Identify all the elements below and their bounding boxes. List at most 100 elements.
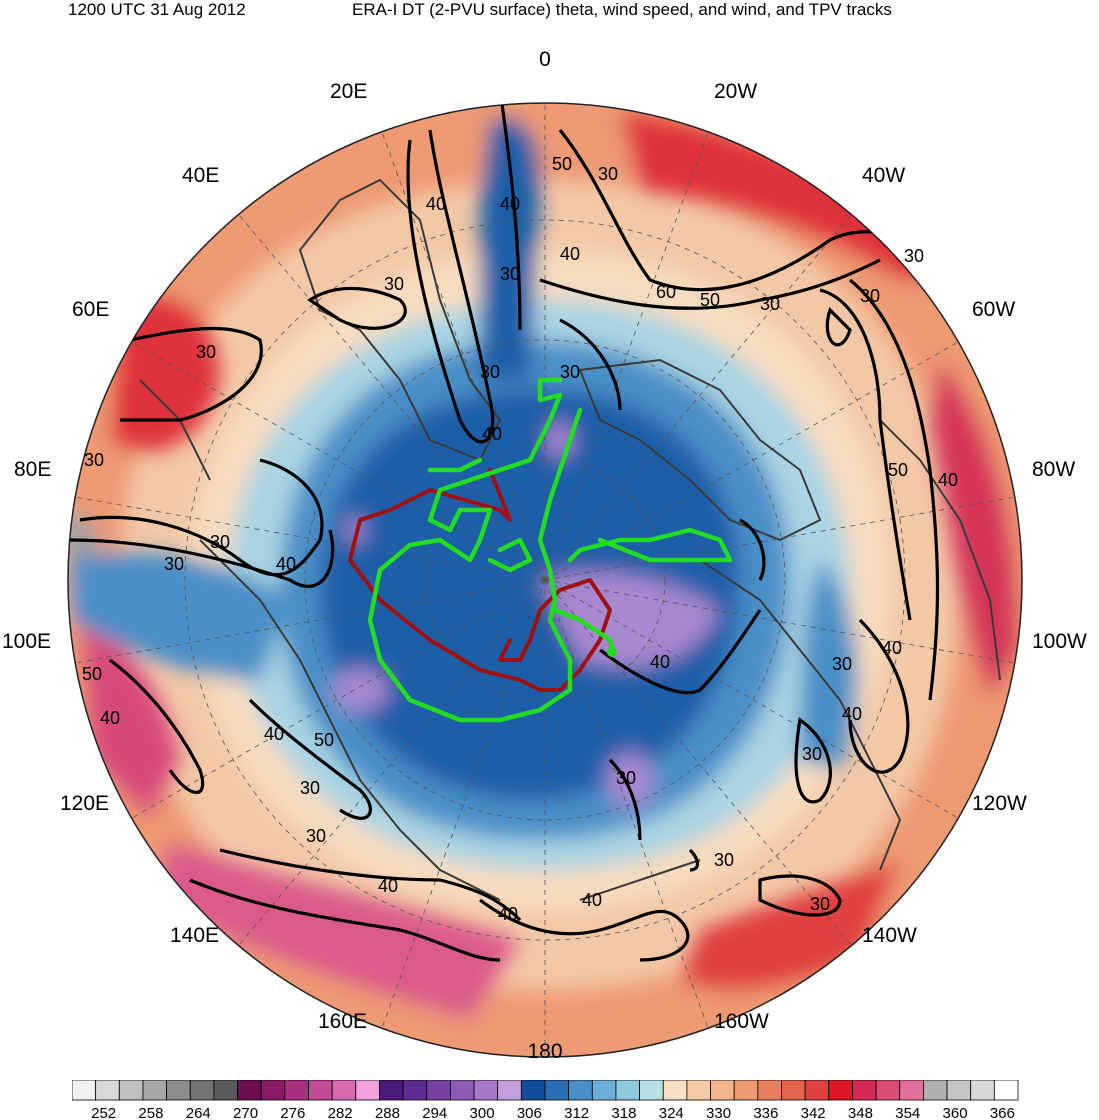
colorbar-labels: 252 258 264 270 276 282 288 294 300 306 312 318 324 3… xyxy=(91,1105,1015,1120)
colorbar-boxes xyxy=(72,1080,1019,1101)
lon-label-100e: 100E xyxy=(2,630,51,653)
colorbar-swatch xyxy=(899,1080,924,1101)
contour-label: 30 xyxy=(714,850,734,870)
colorbar-swatch xyxy=(946,1080,972,1101)
contour-label: 30 xyxy=(210,532,230,552)
tpv-tracks xyxy=(348,377,733,723)
colorbar-swatch xyxy=(379,1080,404,1101)
colorbar-swatch xyxy=(828,1080,853,1101)
contour-label: 40 xyxy=(264,724,284,744)
contour-label-set: 40 40 50 30 40 30 60 50 30 30 30 30 30 3… xyxy=(82,154,958,924)
lon-label-0: 0 xyxy=(539,48,551,71)
contour-label: 40 xyxy=(560,244,580,264)
colorbar-tick-label: 276 xyxy=(280,1105,305,1120)
colorbar-tick-label: 318 xyxy=(611,1105,636,1120)
colorbar-swatch xyxy=(189,1080,215,1101)
colorbar-swatch xyxy=(804,1080,830,1101)
colorbar-swatch xyxy=(781,1080,806,1101)
colorbar-tick-label: 342 xyxy=(801,1105,826,1120)
colorbar-swatch xyxy=(544,1080,570,1101)
contour-label: 30 xyxy=(860,286,880,306)
lon-label-40w: 40W xyxy=(862,164,905,187)
contour-label: 40 xyxy=(500,194,520,214)
colorbar-tick-label: 354 xyxy=(895,1105,920,1120)
colorbar-swatch xyxy=(710,1080,735,1101)
colorbar-swatch xyxy=(875,1080,901,1101)
colorbar-swatch xyxy=(733,1080,759,1101)
lon-label-20w: 20W xyxy=(714,80,757,103)
colorbar-tick-label: 306 xyxy=(517,1105,542,1120)
colorbar-tick-label: 294 xyxy=(422,1105,447,1120)
colorbar-swatch xyxy=(166,1080,191,1101)
wind-contours xyxy=(69,103,942,962)
colorbar-swatch xyxy=(449,1080,475,1101)
colorbar-swatch xyxy=(757,1080,782,1101)
contour-label: 40 xyxy=(938,470,958,490)
colorbar-swatch xyxy=(473,1080,499,1101)
colorbar-tick-label: 288 xyxy=(375,1105,400,1120)
colorbar-swatch xyxy=(686,1080,711,1101)
contour-label: 30 xyxy=(480,362,500,382)
colorbar-tick-label: 360 xyxy=(943,1105,968,1120)
colorbar-swatch xyxy=(591,1080,617,1101)
colorbar-swatch xyxy=(662,1080,688,1101)
theta-field xyxy=(68,103,1022,1057)
colorbar-tick-label: 264 xyxy=(186,1105,211,1120)
colorbar-swatch xyxy=(639,1080,664,1101)
contour-label: 40 xyxy=(482,424,502,444)
colorbar-swatch xyxy=(852,1080,877,1101)
colorbar-tick-label: 300 xyxy=(470,1105,495,1120)
contour-label: 30 xyxy=(904,246,924,266)
colorbar-tick-label: 312 xyxy=(564,1105,589,1120)
contour-label: 30 xyxy=(84,450,104,470)
colorbar-swatch xyxy=(520,1080,546,1101)
lon-label-180: 180 xyxy=(527,1040,562,1063)
colorbar-tick-label: 258 xyxy=(138,1105,163,1120)
colorbar-swatch xyxy=(331,1080,357,1101)
contour-label: 30 xyxy=(300,778,320,798)
tpv-track-red xyxy=(348,468,612,692)
contour-label: 30 xyxy=(802,744,822,764)
lon-label-60e: 60E xyxy=(72,298,109,321)
lon-label-80w: 80W xyxy=(1032,458,1075,481)
contour-label: 30 xyxy=(598,164,618,184)
colorbar-swatch xyxy=(426,1080,451,1101)
colorbar-swatch xyxy=(284,1080,309,1101)
colorbar-tick-label: 336 xyxy=(753,1105,778,1120)
longitude-label-set: 0 20W 40W 60W 80W 100W 120W 140W 160W 18… xyxy=(2,48,1087,1063)
contour-label: 40 xyxy=(650,652,670,672)
lon-label-20e: 20E xyxy=(330,80,367,103)
contour-label: 30 xyxy=(760,294,780,314)
contour-label: 40 xyxy=(100,708,120,728)
contour-label: 50 xyxy=(700,290,720,310)
colorbar-swatch xyxy=(95,1080,120,1101)
colorbar-swatch xyxy=(993,1080,1019,1101)
colorbar-tick-label: 270 xyxy=(233,1105,258,1120)
contour-label: 30 xyxy=(306,826,326,846)
contour-label: 30 xyxy=(810,894,830,914)
colorbar-swatch xyxy=(142,1080,167,1101)
colorbar-tick-label: 282 xyxy=(328,1105,353,1120)
contour-label: 30 xyxy=(500,264,520,284)
contour-label: 30 xyxy=(196,342,216,362)
contour-label: 40 xyxy=(842,704,862,724)
contour-label: 40 xyxy=(882,638,902,658)
contour-label: 50 xyxy=(888,460,908,480)
contour-label: 30 xyxy=(384,274,404,294)
colorbar-swatch xyxy=(355,1080,380,1101)
colorbar-swatch xyxy=(260,1080,286,1101)
lon-label-160w: 160W xyxy=(714,1010,769,1033)
globe-outline xyxy=(67,102,1023,1058)
colorbar-swatch xyxy=(213,1080,238,1101)
tpv-track-green xyxy=(367,377,733,723)
lon-label-120e: 120E xyxy=(60,792,109,815)
colorbar-swatch xyxy=(923,1080,948,1101)
lon-label-80e: 80E xyxy=(14,458,51,481)
plot-title: ERA-I DT (2-PVU surface) theta, wind spe… xyxy=(352,0,892,19)
contour-label: 30 xyxy=(616,768,636,788)
valid-time: 1200 UTC 31 Aug 2012 xyxy=(68,0,246,19)
lon-label-140w: 140W xyxy=(862,924,917,947)
colorbar-swatch xyxy=(402,1080,428,1101)
contour-label: 40 xyxy=(378,876,398,896)
lon-label-60w: 60W xyxy=(972,298,1015,321)
